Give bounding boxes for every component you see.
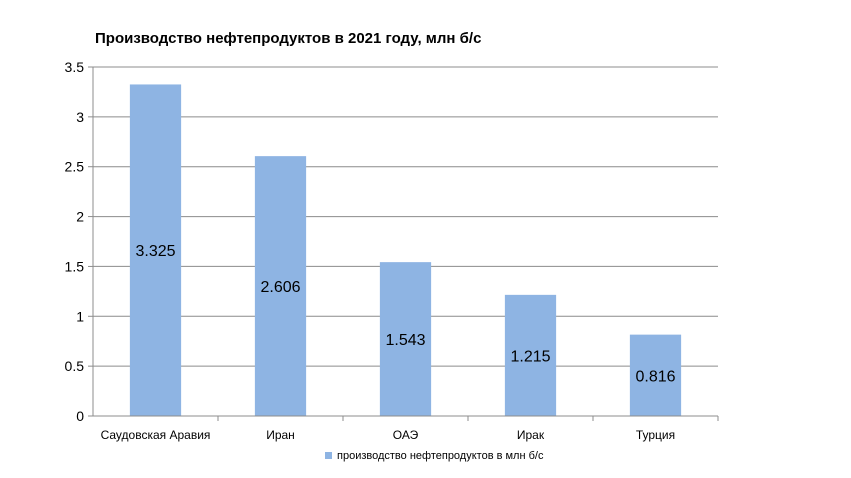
x-tick-label: Саудовская Аравия	[101, 428, 211, 442]
bar	[504, 294, 557, 416]
y-tick-label: 3.5	[65, 59, 85, 75]
x-tick-label: ОАЭ	[393, 428, 419, 442]
y-tick-label: 1	[76, 308, 84, 324]
labels: 0 0.5 1 1.5 2 2.5 3 3.5 Саудовская Аравия 3.325 Ир…	[65, 59, 676, 442]
y-tick-label: 0	[76, 408, 84, 424]
bar	[379, 262, 432, 416]
x-tick-label: Иран	[266, 428, 295, 442]
data-label: 3.325	[135, 243, 175, 260]
x-tick-label: Турция	[636, 428, 675, 442]
y-tick-label: 0.5	[65, 358, 85, 374]
bars	[129, 84, 682, 416]
bar	[629, 334, 682, 416]
data-label: 1.543	[385, 332, 425, 349]
y-tick-label: 1.5	[65, 258, 85, 274]
legend-label: производство нефтепродуктов в млн б/с	[337, 450, 544, 462]
y-tick-label: 2	[76, 209, 84, 225]
bar	[129, 84, 182, 416]
data-label: 0.816	[635, 368, 675, 385]
legend-swatch	[325, 452, 332, 459]
legend: производство нефтепродуктов в млн б/с	[325, 450, 544, 462]
data-label: 1.215	[510, 348, 550, 365]
data-label: 2.606	[260, 279, 300, 296]
y-tick-label: 3	[76, 109, 84, 125]
bar	[254, 156, 307, 416]
x-tick-label: Ирак	[517, 428, 545, 442]
y-tick-label: 2.5	[65, 159, 85, 175]
chart-title: Производство нефтепродуктов в 2021 году,…	[95, 30, 482, 47]
axes	[88, 66, 719, 421]
